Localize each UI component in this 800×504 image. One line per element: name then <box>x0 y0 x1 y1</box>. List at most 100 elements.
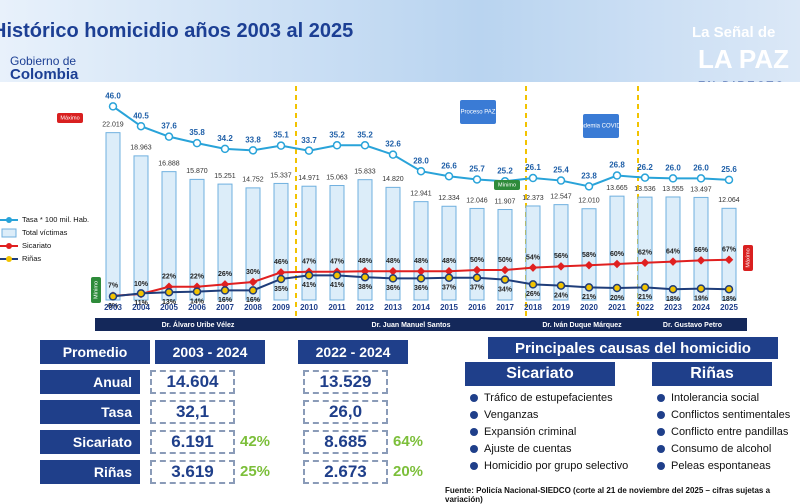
x-tick-label: 2024 <box>692 303 710 312</box>
cause-item: Conflictos sentimentales <box>657 406 790 423</box>
bar-label: 13.536 <box>634 186 656 193</box>
marker <box>612 171 622 180</box>
row-share: 25% <box>240 463 271 480</box>
data-label: 35.1 <box>273 131 289 140</box>
annotation-box <box>743 245 753 271</box>
data-label: 48% <box>386 258 401 265</box>
data-label: 62% <box>638 250 653 257</box>
marker <box>416 266 426 276</box>
marker <box>304 146 314 155</box>
x-tick-label: 2011 <box>328 303 346 312</box>
data-label: 35.2 <box>329 130 345 139</box>
marker <box>668 284 678 294</box>
marker <box>612 259 622 269</box>
bar <box>525 205 541 301</box>
annotation-text: Mínimo <box>93 281 99 299</box>
x-tick-label: 2006 <box>188 303 206 312</box>
row-label: Riñas <box>40 460 140 484</box>
data-label: 30% <box>246 269 261 276</box>
marker <box>724 284 734 294</box>
bar-label: 12.941 <box>410 190 432 197</box>
data-label: 48% <box>358 258 373 265</box>
legend-marker <box>6 217 12 223</box>
marker <box>444 171 454 181</box>
bar-label: 15.337 <box>270 172 292 179</box>
marker <box>724 175 734 185</box>
bar <box>133 155 149 301</box>
data-label: 26.0 <box>693 164 709 173</box>
legend-marker <box>6 243 12 249</box>
period-bar <box>95 318 747 331</box>
cause-item: Peleas espontaneas <box>657 457 771 474</box>
causes-title: Principales causas del homicidio <box>488 337 778 359</box>
bar-label: 13.555 <box>662 186 684 193</box>
data-label: 40.5 <box>133 111 149 120</box>
annotation-text: Mínimo <box>498 182 516 188</box>
bar <box>413 201 429 301</box>
marker <box>416 166 426 176</box>
row-value: 6.191 <box>150 430 235 454</box>
bar-label: 22.019 <box>102 121 124 128</box>
x-tick-label: 2003 <box>104 303 122 312</box>
bar <box>637 196 653 301</box>
bar-label: 11.907 <box>495 198 516 205</box>
marker <box>332 141 342 150</box>
cause-item: Consumo de alcohol <box>657 440 771 457</box>
data-label: 48% <box>442 258 457 265</box>
data-label: 33.8 <box>245 135 261 144</box>
annotation-box <box>57 113 83 123</box>
data-label: 20% <box>610 295 625 302</box>
marker <box>696 284 706 293</box>
marker <box>640 283 650 292</box>
marker <box>416 274 426 283</box>
data-label: 26.2 <box>637 163 653 172</box>
x-tick-label: 2013 <box>384 303 402 312</box>
bar <box>665 196 681 301</box>
chart: 22.019 18.963 16.888 15.870 15.251 14.752 15.3… <box>0 82 800 331</box>
annotation-box <box>91 277 101 303</box>
marker <box>360 266 370 276</box>
data-label: 11% <box>134 300 148 307</box>
marker <box>360 141 370 150</box>
marker <box>388 266 398 276</box>
data-label: 13% <box>162 299 177 306</box>
data-label: 50% <box>470 257 485 264</box>
marker <box>584 283 594 292</box>
x-tick-label: 2012 <box>356 303 374 312</box>
annotation: Pandemia COVID 19 <box>573 114 630 138</box>
annotation-box <box>494 180 520 190</box>
x-tick-label: 2010 <box>300 303 318 312</box>
marker <box>304 271 314 280</box>
data-label: 37% <box>442 285 457 292</box>
marker <box>248 286 258 295</box>
marker <box>528 280 538 289</box>
marker <box>136 289 146 298</box>
legend-swatch <box>1 228 17 238</box>
annotation: Proceso PAZ <box>460 100 496 124</box>
x-tick-label: 2009 <box>272 303 290 312</box>
marker <box>724 255 734 265</box>
marker <box>360 272 370 282</box>
bar-label: 12.046 <box>466 197 488 204</box>
marker <box>528 173 538 183</box>
annotation: Máximo <box>743 245 753 271</box>
marker <box>584 182 594 191</box>
bar-label: 14.820 <box>382 176 404 183</box>
data-label: 54% <box>526 254 541 261</box>
row-value: 2.673 <box>303 460 388 484</box>
bar <box>161 171 177 301</box>
bar <box>693 196 709 301</box>
data-label: 58% <box>582 252 597 259</box>
marker <box>640 258 650 268</box>
data-label: 25.6 <box>721 165 737 174</box>
data-label: 26.1 <box>525 163 541 172</box>
data-label: 33.7 <box>301 136 317 145</box>
data-label: 47% <box>302 259 317 266</box>
bar-label: 16.888 <box>158 160 180 167</box>
marker <box>192 138 202 148</box>
period-label: Dr. Álvaro Uribe Vélez <box>162 320 235 329</box>
data-label: 21% <box>582 294 597 301</box>
marker <box>164 132 174 141</box>
